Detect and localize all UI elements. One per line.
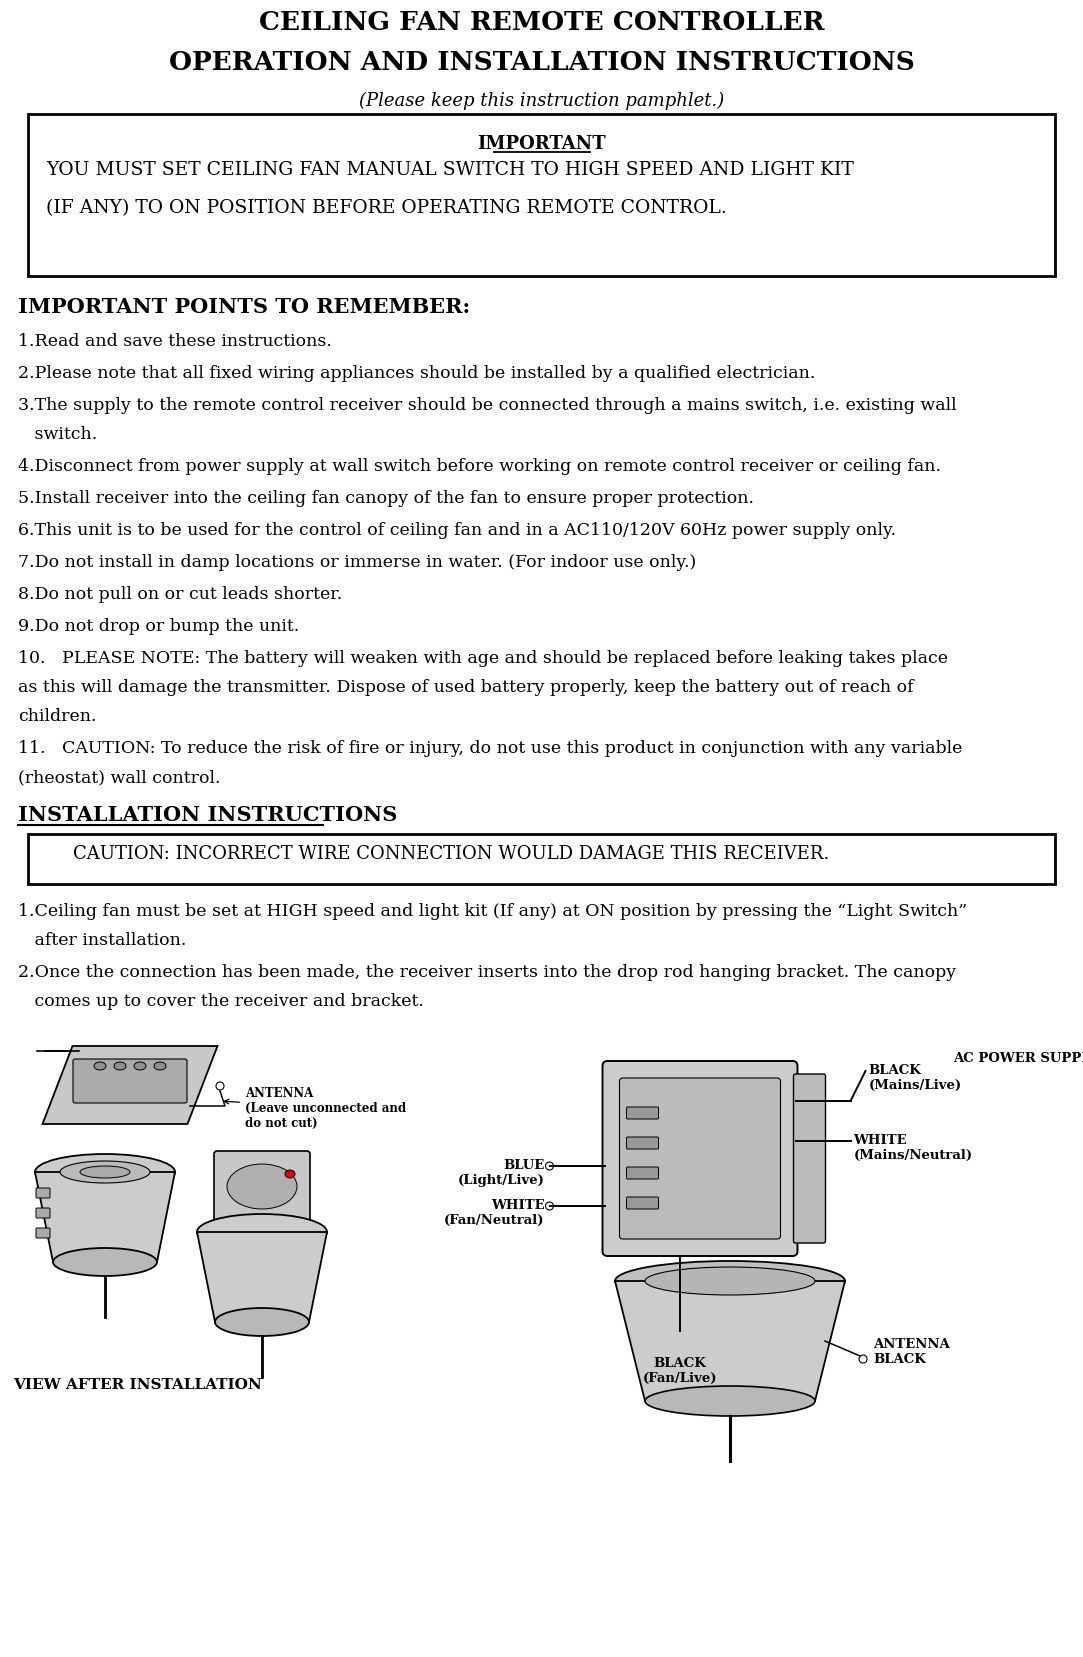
Text: AC POWER SUPPLY: AC POWER SUPPLY bbox=[953, 1051, 1083, 1064]
Text: IMPORTANT POINTS TO REMEMBER:: IMPORTANT POINTS TO REMEMBER: bbox=[18, 297, 470, 316]
Text: 4.Disconnect from power supply at wall switch before working on remote control r: 4.Disconnect from power supply at wall s… bbox=[18, 457, 941, 474]
Ellipse shape bbox=[114, 1062, 126, 1070]
Text: ANTENNA
BLACK: ANTENNA BLACK bbox=[873, 1337, 950, 1365]
Text: YOU MUST SET CEILING FAN MANUAL SWITCH TO HIGH SPEED AND LIGHT KIT: YOU MUST SET CEILING FAN MANUAL SWITCH T… bbox=[45, 161, 853, 179]
Polygon shape bbox=[197, 1233, 327, 1322]
Text: CAUTION: INCORRECT WIRE CONNECTION WOULD DAMAGE THIS RECEIVER.: CAUTION: INCORRECT WIRE CONNECTION WOULD… bbox=[50, 845, 830, 863]
FancyBboxPatch shape bbox=[602, 1062, 797, 1256]
Ellipse shape bbox=[154, 1062, 166, 1070]
Text: switch.: switch. bbox=[18, 426, 97, 442]
Ellipse shape bbox=[134, 1062, 146, 1070]
Text: (Please keep this instruction pamphlet.): (Please keep this instruction pamphlet.) bbox=[358, 91, 725, 109]
Ellipse shape bbox=[80, 1167, 130, 1178]
Text: WHITE
(Fan/Neutral): WHITE (Fan/Neutral) bbox=[444, 1198, 545, 1226]
Text: CEILING FAN REMOTE CONTROLLER: CEILING FAN REMOTE CONTROLLER bbox=[259, 10, 824, 35]
Text: comes up to cover the receiver and bracket.: comes up to cover the receiver and brack… bbox=[18, 993, 423, 1009]
Ellipse shape bbox=[35, 1155, 175, 1190]
Text: BLUE
(Light/Live): BLUE (Light/Live) bbox=[458, 1158, 545, 1186]
Text: 2.Once the connection has been made, the receiver inserts into the drop rod hang: 2.Once the connection has been made, the… bbox=[18, 963, 956, 981]
Text: children.: children. bbox=[18, 708, 96, 724]
Text: 2.Please note that all fixed wiring appliances should be installed by a qualifie: 2.Please note that all fixed wiring appl… bbox=[18, 365, 815, 381]
FancyBboxPatch shape bbox=[626, 1198, 658, 1210]
Text: 8.Do not pull on or cut leads shorter.: 8.Do not pull on or cut leads shorter. bbox=[18, 585, 342, 603]
Polygon shape bbox=[42, 1046, 218, 1125]
Text: 6.This unit is to be used for the control of ceiling fan and in a AC110/120V 60H: 6.This unit is to be used for the contro… bbox=[18, 522, 896, 539]
Ellipse shape bbox=[546, 1162, 553, 1170]
FancyBboxPatch shape bbox=[73, 1059, 187, 1104]
Ellipse shape bbox=[645, 1387, 815, 1417]
Text: BLACK
(Fan/Live): BLACK (Fan/Live) bbox=[642, 1355, 717, 1384]
Text: 11.   CAUTION: To reduce the risk of fire or injury, do not use this product in : 11. CAUTION: To reduce the risk of fire … bbox=[18, 739, 963, 757]
Ellipse shape bbox=[53, 1248, 157, 1276]
Ellipse shape bbox=[615, 1261, 845, 1301]
Bar bbox=[28, 114, 1055, 277]
Text: as this will damage the transmitter. Dispose of used battery properly, keep the : as this will damage the transmitter. Dis… bbox=[18, 679, 914, 696]
Text: 10.   PLEASE NOTE: The battery will weaken with age and should be replaced befor: 10. PLEASE NOTE: The battery will weaken… bbox=[18, 650, 948, 666]
Ellipse shape bbox=[645, 1268, 815, 1296]
Ellipse shape bbox=[285, 1170, 295, 1178]
FancyBboxPatch shape bbox=[214, 1152, 310, 1223]
Text: (rheostat) wall control.: (rheostat) wall control. bbox=[18, 769, 221, 785]
Bar bbox=[28, 835, 1055, 885]
FancyBboxPatch shape bbox=[36, 1228, 50, 1238]
Text: 5.Install receiver into the ceiling fan canopy of the fan to ensure proper prote: 5.Install receiver into the ceiling fan … bbox=[18, 490, 754, 507]
Text: after installation.: after installation. bbox=[18, 931, 186, 948]
Ellipse shape bbox=[859, 1355, 867, 1364]
Text: OPERATION AND INSTALLATION INSTRUCTIONS: OPERATION AND INSTALLATION INSTRUCTIONS bbox=[169, 50, 914, 75]
Text: 9.Do not drop or bump the unit.: 9.Do not drop or bump the unit. bbox=[18, 618, 299, 635]
Ellipse shape bbox=[60, 1162, 151, 1183]
FancyBboxPatch shape bbox=[626, 1107, 658, 1120]
Text: IMPORTANT: IMPORTANT bbox=[478, 134, 605, 152]
FancyBboxPatch shape bbox=[626, 1167, 658, 1180]
Ellipse shape bbox=[227, 1165, 297, 1210]
Text: (IF ANY) TO ON POSITION BEFORE OPERATING REMOTE CONTROL.: (IF ANY) TO ON POSITION BEFORE OPERATING… bbox=[45, 199, 727, 217]
Text: 7.Do not install in damp locations or immerse in water. (For indoor use only.): 7.Do not install in damp locations or im… bbox=[18, 553, 696, 570]
Text: BLACK
(Mains/Live): BLACK (Mains/Live) bbox=[869, 1064, 962, 1092]
Ellipse shape bbox=[216, 1309, 309, 1336]
Ellipse shape bbox=[216, 1082, 224, 1090]
Text: ANTENNA
(Leave unconnected and
do not cut): ANTENNA (Leave unconnected and do not cu… bbox=[224, 1087, 406, 1130]
FancyBboxPatch shape bbox=[794, 1074, 825, 1243]
FancyBboxPatch shape bbox=[36, 1208, 50, 1218]
Text: INSTALLATION INSTRUCTIONS: INSTALLATION INSTRUCTIONS bbox=[18, 805, 397, 825]
FancyBboxPatch shape bbox=[619, 1079, 781, 1239]
Text: 1.Read and save these instructions.: 1.Read and save these instructions. bbox=[18, 333, 331, 350]
Text: WHITE
(Mains/Neutral): WHITE (Mains/Neutral) bbox=[853, 1133, 973, 1162]
FancyBboxPatch shape bbox=[36, 1188, 50, 1198]
Ellipse shape bbox=[197, 1215, 327, 1251]
Ellipse shape bbox=[94, 1062, 106, 1070]
Text: 1.Ceiling fan must be set at HIGH speed and light kit (If any) at ON position by: 1.Ceiling fan must be set at HIGH speed … bbox=[18, 903, 967, 920]
Polygon shape bbox=[615, 1281, 845, 1402]
Polygon shape bbox=[35, 1171, 175, 1263]
Text: 3.The supply to the remote control receiver should be connected through a mains : 3.The supply to the remote control recei… bbox=[18, 396, 956, 414]
FancyBboxPatch shape bbox=[626, 1137, 658, 1150]
Ellipse shape bbox=[546, 1203, 553, 1210]
Text: VIEW AFTER INSTALLATION: VIEW AFTER INSTALLATION bbox=[13, 1377, 262, 1392]
